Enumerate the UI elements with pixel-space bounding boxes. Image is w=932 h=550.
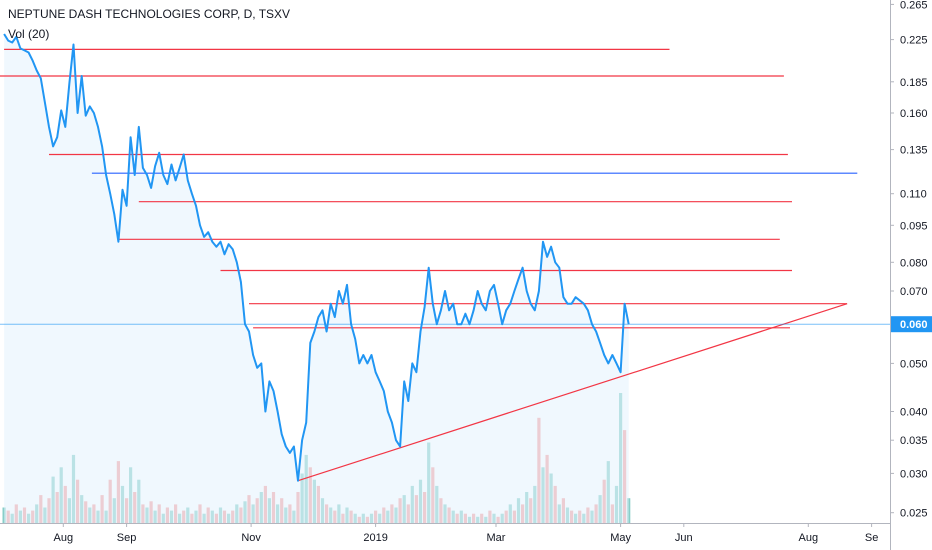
time-tick-label: Nov — [241, 532, 261, 544]
price-tick-label: 0.160 — [900, 108, 928, 120]
volume-indicator-label[interactable]: Vol (20) — [8, 27, 50, 41]
levels-layer[interactable] — [0, 48, 858, 482]
price-tick-label: 0.035 — [900, 435, 928, 447]
time-tick-label: Aug — [54, 532, 74, 544]
time-tick-label: Mar — [487, 532, 506, 544]
price-line — [3, 33, 630, 482]
price-tick-label: 0.050 — [900, 358, 928, 370]
time-axis-background — [0, 523, 932, 550]
last-price-badge — [891, 316, 932, 333]
support-trendline — [297, 303, 848, 482]
price-tick-label: 0.135 — [900, 145, 928, 157]
time-tick-label: Sep — [117, 532, 137, 544]
price-tick-label: 0.185 — [900, 77, 928, 89]
time-tick-label: Jun — [675, 532, 693, 544]
price-tick-label: 0.265 — [900, 0, 928, 11]
time-tick-label: 2019 — [363, 532, 387, 544]
price-area-layer — [4, 34, 629, 523]
symbol-title: NEPTUNE DASH TECHNOLOGIES CORP, D, TSXV — [8, 7, 291, 21]
time-tick-label: Se — [865, 532, 878, 544]
price-line-layer — [0, 33, 890, 482]
price-tick-label: 0.225 — [900, 35, 928, 47]
price-tick-label: 0.080 — [900, 257, 928, 269]
price-area — [4, 34, 629, 523]
price-tick-label: 0.110 — [900, 189, 927, 201]
price-axis-background — [890, 0, 932, 550]
price-tick-label: 0.025 — [900, 508, 928, 520]
price-tick-label: 0.030 — [900, 468, 928, 480]
time-tick-label: Aug — [799, 532, 819, 544]
price-tick-label: 0.040 — [900, 407, 928, 419]
last-price-label: 0.060 — [900, 319, 928, 331]
price-tick-label: 0.070 — [900, 286, 928, 298]
time-tick-label: May — [610, 532, 631, 544]
price-tick-label: 0.095 — [900, 220, 928, 232]
